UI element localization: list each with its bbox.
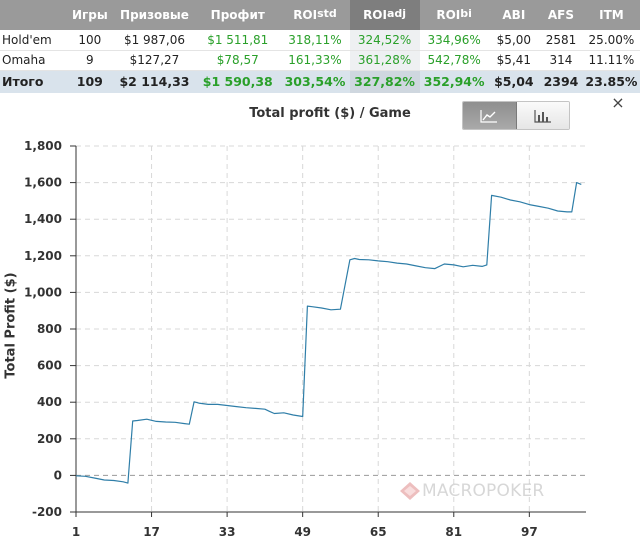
x-tick-label: 81: [445, 525, 462, 539]
col-header-roi-std[interactable]: ROIstd: [280, 0, 350, 30]
x-tick-label: 33: [219, 525, 236, 539]
total-roi-adj: 327,82%: [349, 70, 420, 93]
total-prizes: $2 114,33: [113, 70, 196, 93]
line-chart-button[interactable]: [463, 102, 517, 129]
total-afs: 2394: [539, 70, 583, 93]
profit-series-line: [75, 182, 582, 484]
cell-games: 9: [65, 50, 114, 71]
col-header-game-type[interactable]: [0, 0, 66, 30]
y-tick-label: -200: [32, 505, 62, 519]
watermark-text: MACROPOKER: [422, 481, 545, 501]
col-header-prizes[interactable]: Призовые: [113, 0, 196, 30]
cell-itm: 25.00%: [582, 30, 640, 51]
cell-abi: $5,00: [488, 30, 540, 51]
total-itm: 23.85%: [582, 70, 640, 93]
x-tick-label: 1: [72, 525, 80, 539]
cell-roi-std: 161,33%: [280, 50, 350, 71]
cell-afs: 314: [539, 50, 583, 71]
close-chart-button[interactable]: ×: [610, 93, 626, 112]
bar-chart-button[interactable]: [516, 102, 569, 129]
y-tick-label: 1,800: [24, 139, 62, 153]
cell-profit: $1 511,81: [195, 30, 281, 51]
chart-type-toggle[interactable]: [462, 101, 570, 130]
cell-itm: 11.11%: [582, 50, 640, 71]
chart-title: Total profit ($) / Game: [249, 106, 411, 121]
cell-roi-bi: 334,96%: [419, 30, 489, 51]
cell-roi-std: 318,11%: [280, 30, 350, 51]
macropoker-logo-icon: [400, 482, 420, 500]
col-header-games[interactable]: Игры: [65, 0, 114, 30]
y-tick-label: 200: [37, 432, 62, 446]
total-profit: $1 590,38: [195, 70, 281, 93]
cell-game-type: Hold'em: [0, 30, 66, 51]
y-tick-label: 1,400: [24, 212, 62, 226]
line-chart-icon: [480, 109, 498, 123]
cell-afs: 2581: [539, 30, 583, 51]
y-tick-label: 400: [37, 395, 62, 409]
cell-roi-adj: 324,52%: [349, 30, 420, 51]
col-header-roi-adj[interactable]: ROIadj: [349, 0, 420, 30]
total-games: 109: [65, 70, 114, 93]
x-tick-label: 97: [521, 525, 538, 539]
cell-game-type: Omaha: [0, 50, 66, 71]
cell-prizes: $127,27: [113, 50, 196, 71]
table-row[interactable]: Omaha 9 $127,27 $78,57 161,33% 361,28% 5…: [0, 50, 640, 71]
cell-prizes: $1 987,06: [113, 30, 196, 51]
close-icon: ×: [611, 93, 625, 112]
x-tick-label: 17: [143, 525, 160, 539]
total-roi-bi: 352,94%: [419, 70, 489, 93]
table-row[interactable]: Hold'em 100 $1 987,06 $1 511,81 318,11% …: [0, 30, 640, 51]
total-label: Итого: [0, 70, 66, 93]
y-tick-label: 0: [54, 468, 62, 482]
cell-roi-bi: 542,78%: [419, 50, 489, 71]
col-header-afs[interactable]: AFS: [539, 0, 583, 30]
cell-abi: $5,41: [488, 50, 540, 71]
col-header-abi[interactable]: ABI: [488, 0, 540, 30]
y-tick-label: 600: [37, 359, 62, 373]
y-tick-label: 1,200: [24, 249, 62, 263]
macropoker-watermark: MACROPOKER: [398, 480, 544, 502]
cell-profit: $78,57: [195, 50, 281, 71]
bar-chart-icon: [534, 109, 551, 123]
x-tick-label: 65: [370, 525, 387, 539]
total-roi-std: 303,54%: [280, 70, 350, 93]
y-tick-label: 1,000: [24, 285, 62, 299]
col-header-itm[interactable]: ITM: [582, 0, 640, 30]
col-header-profit[interactable]: Профит: [195, 0, 281, 30]
table-header-row: Игры Призовые Профит ROIstd ROIadj ROIbi…: [0, 0, 640, 30]
col-header-roi-bi[interactable]: ROIbi: [419, 0, 489, 30]
x-tick-label: 49: [294, 525, 311, 539]
cell-roi-adj: 361,28%: [349, 50, 420, 71]
y-tick-label: 800: [37, 322, 62, 336]
table-total-row[interactable]: Итого 109 $2 114,33 $1 590,38 303,54% 32…: [0, 70, 640, 93]
total-abi: $5,04: [488, 70, 540, 93]
y-tick-label: 1,600: [24, 176, 62, 190]
stats-table: Игры Призовые Профит ROIstd ROIadj ROIbi…: [0, 0, 640, 93]
cell-games: 100: [65, 30, 114, 51]
